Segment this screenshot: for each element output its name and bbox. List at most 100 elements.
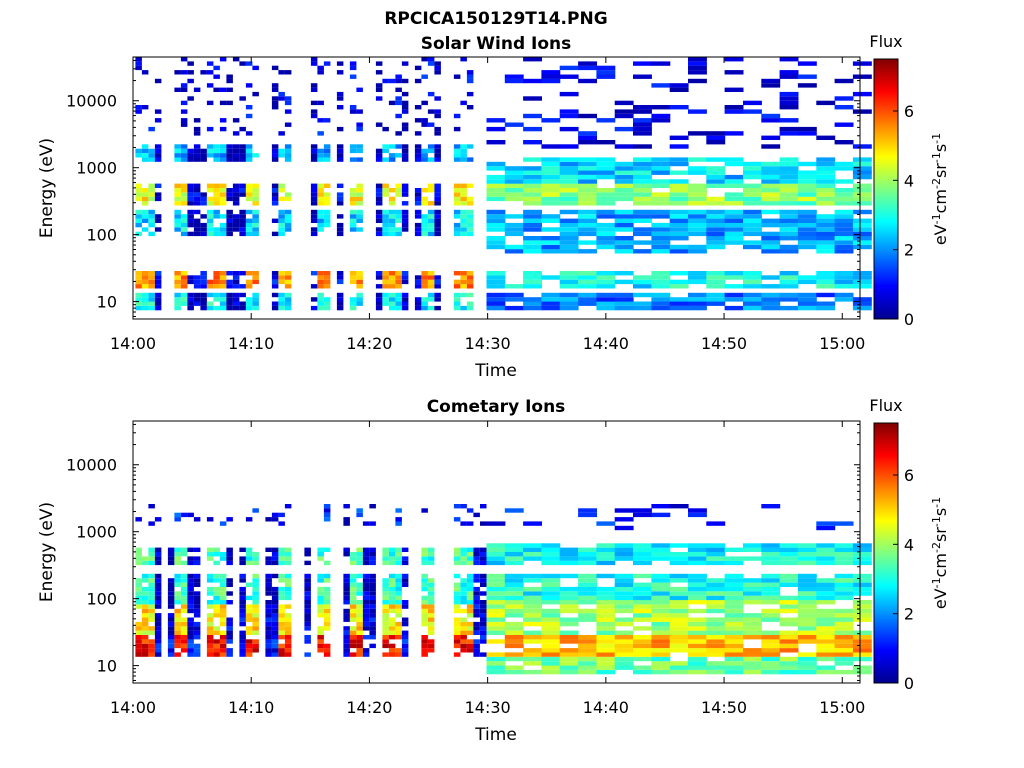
heatmap-cell bbox=[466, 231, 474, 237]
heatmap-cell bbox=[460, 157, 467, 162]
heatmap-cell bbox=[200, 196, 207, 202]
heatmap-cell bbox=[614, 214, 634, 219]
heatmap-cell bbox=[401, 560, 409, 566]
heatmap-cell bbox=[706, 214, 726, 219]
heatmap-cell bbox=[460, 275, 467, 280]
heatmap-cell bbox=[395, 100, 402, 106]
heatmap-cell bbox=[797, 240, 817, 245]
heatmap-cell bbox=[761, 595, 781, 601]
colorbar-gradient bbox=[873, 58, 899, 320]
heatmap-cell bbox=[401, 227, 409, 232]
heatmap-cell bbox=[669, 214, 689, 219]
heatmap-cell bbox=[310, 153, 318, 158]
heatmap-cell bbox=[310, 305, 318, 311]
heatmap-cell bbox=[239, 648, 246, 653]
heatmap-cell bbox=[453, 153, 461, 158]
heatmap-cell bbox=[614, 639, 634, 644]
heatmap-cell bbox=[669, 560, 689, 566]
heatmap-cell bbox=[187, 214, 194, 219]
heatmap-cell bbox=[239, 600, 246, 605]
heatmap-cell bbox=[180, 560, 188, 566]
heatmap-cell bbox=[245, 648, 253, 653]
heatmap-cell bbox=[596, 560, 616, 566]
heatmap-cell bbox=[187, 648, 194, 653]
heatmap-cell bbox=[541, 617, 561, 622]
heatmap-cell bbox=[343, 635, 350, 640]
heatmap-cell bbox=[486, 560, 506, 566]
heatmap-cell bbox=[154, 144, 162, 149]
heatmap-cell bbox=[278, 231, 285, 237]
heatmap-cell bbox=[213, 284, 220, 289]
heatmap-cell bbox=[148, 521, 155, 526]
heatmap-cell bbox=[473, 600, 480, 605]
heatmap-cell bbox=[473, 560, 480, 566]
heatmap-cell bbox=[239, 153, 246, 158]
heatmap-cell bbox=[414, 118, 422, 123]
heatmap-cell bbox=[578, 271, 597, 276]
y-tick-label: 10 bbox=[97, 293, 117, 312]
heatmap-cell bbox=[816, 271, 836, 276]
heatmap-cell bbox=[460, 279, 467, 285]
heatmap-cell bbox=[706, 131, 726, 136]
heatmap-cell bbox=[453, 284, 461, 289]
heatmap-cell bbox=[213, 297, 220, 302]
heatmap-cell bbox=[304, 617, 311, 622]
heatmap-cell bbox=[816, 556, 836, 561]
heatmap-cell bbox=[265, 582, 272, 587]
heatmap-cell bbox=[349, 61, 357, 66]
heatmap-cell bbox=[427, 122, 435, 127]
heatmap-cell bbox=[779, 271, 799, 276]
heatmap-cell bbox=[382, 284, 389, 289]
heatmap-cell bbox=[284, 100, 292, 106]
heatmap-cell bbox=[200, 271, 207, 276]
heatmap-cell bbox=[135, 621, 142, 627]
heatmap-cell bbox=[401, 222, 409, 228]
heatmap-cell bbox=[816, 240, 836, 245]
heatmap-cell bbox=[388, 305, 396, 311]
heatmap-cell bbox=[193, 118, 201, 123]
heatmap-cell bbox=[466, 573, 474, 579]
heatmap-cell bbox=[541, 648, 561, 653]
heatmap-cell bbox=[706, 279, 726, 285]
heatmap-cell bbox=[369, 643, 376, 649]
heatmap-cell bbox=[395, 586, 402, 592]
heatmap-cell bbox=[187, 560, 194, 566]
heatmap-cell bbox=[388, 201, 396, 206]
heatmap-cell bbox=[265, 630, 272, 635]
heatmap-cell bbox=[239, 209, 246, 215]
heatmap-cell bbox=[193, 600, 201, 605]
heatmap-cell bbox=[779, 639, 799, 644]
heatmap-cell bbox=[633, 669, 652, 675]
heatmap-cell bbox=[779, 100, 799, 106]
heatmap-cell bbox=[779, 209, 799, 215]
heatmap-cell bbox=[651, 201, 671, 206]
heatmap-cell bbox=[523, 595, 542, 601]
heatmap-cell bbox=[486, 543, 506, 548]
heatmap-cell bbox=[688, 297, 707, 302]
heatmap-cell bbox=[427, 279, 435, 285]
heatmap-cell bbox=[504, 604, 524, 609]
heatmap-cell bbox=[596, 552, 616, 557]
heatmap-cell bbox=[614, 635, 634, 640]
heatmap-cell bbox=[265, 560, 272, 566]
heatmap-cell bbox=[578, 179, 597, 184]
heatmap-cell bbox=[336, 157, 344, 162]
heatmap-cell bbox=[239, 643, 246, 649]
heatmap-cell bbox=[278, 613, 285, 618]
heatmap-cell bbox=[135, 209, 142, 215]
heatmap-cell bbox=[453, 74, 461, 79]
heatmap-cell bbox=[480, 604, 487, 609]
heatmap-cell bbox=[278, 652, 285, 657]
heatmap-cell bbox=[724, 131, 744, 136]
heatmap-cell bbox=[427, 604, 435, 609]
y-tick-label: 100 bbox=[86, 590, 117, 609]
heatmap-cell bbox=[466, 305, 474, 311]
heatmap-cell bbox=[193, 301, 201, 306]
heatmap-cell bbox=[651, 161, 671, 167]
heatmap-cell bbox=[245, 227, 253, 232]
heatmap-cell bbox=[473, 586, 480, 592]
heatmap-cell bbox=[206, 222, 214, 228]
heatmap-cell bbox=[219, 201, 227, 206]
heatmap-cell bbox=[388, 301, 396, 306]
